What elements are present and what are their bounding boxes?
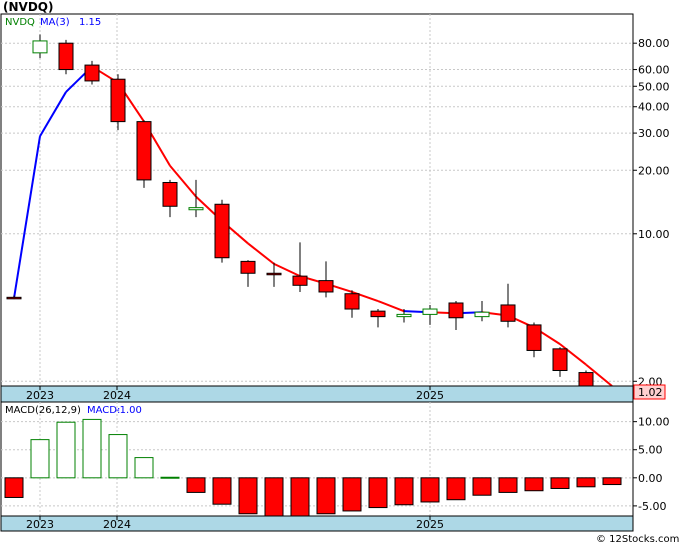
- candle-body-6: [162, 181, 178, 207]
- macd-bar-1: [30, 439, 50, 479]
- macd-bar-4: [108, 434, 128, 479]
- candle-body-12: [318, 280, 334, 293]
- macd-xaxis-band: [0, 515, 634, 532]
- candle-body-4: [110, 78, 126, 123]
- candle-body-8: [214, 203, 230, 259]
- candle-body-18: [474, 311, 490, 318]
- macd-bar-19: [498, 477, 518, 493]
- macd-bar-12: [316, 477, 336, 515]
- macd-bar-10: [264, 477, 284, 517]
- macd-signal-label: MACD:: [87, 405, 120, 416]
- chart-title: (NVDQ): [3, 0, 53, 14]
- macd-bar-8: [212, 477, 232, 505]
- ma-segment-11: [273, 262, 301, 278]
- candle-body-9: [240, 260, 256, 274]
- candle-body-22: [578, 372, 594, 387]
- ma-segment-7: [169, 165, 197, 198]
- price-ytick-label-5: 20.00: [638, 164, 670, 177]
- price-xaxis-band: [0, 385, 634, 403]
- macd-bar-15: [394, 477, 414, 506]
- macd-ytick-label-0: 10.00: [638, 416, 670, 429]
- candle-body-20: [526, 324, 542, 351]
- macd-bar-9: [238, 477, 258, 515]
- macd-bar-14: [368, 477, 388, 509]
- watermark: © 12Stocks.com: [596, 534, 679, 545]
- candle-body-3: [84, 64, 100, 82]
- macd-ytick-label-3: -5.00: [638, 500, 666, 513]
- macd-bar-17: [446, 477, 466, 501]
- macd-xlabel-1: 2024: [103, 518, 131, 531]
- legend-ma-label: MA(3): [40, 17, 70, 28]
- candle-body-17: [448, 302, 464, 319]
- candle-body-15: [396, 313, 412, 318]
- price-ytick-label-0: 80.00: [638, 37, 670, 50]
- macd-bar-5: [134, 457, 154, 479]
- macd-ytick-label-2: 0.00: [638, 472, 663, 485]
- price-xlabel-0: 2023: [26, 389, 54, 402]
- macd-bar-13: [342, 477, 362, 512]
- macd-xlabel-2: 2025: [416, 518, 444, 531]
- macd-panel: 10.00 5.00 0.00 -5.00 2023 2024 2025: [0, 401, 670, 532]
- ma-segment-15: [377, 300, 405, 313]
- candle-body-1: [32, 40, 48, 54]
- macd-bar-0: [4, 477, 24, 498]
- ma-segment-1: [13, 136, 41, 299]
- macd-xlabel-0: 2023: [26, 518, 54, 531]
- candle-body-5: [136, 121, 152, 181]
- macd-ytick-label-1: 5.00: [638, 444, 663, 457]
- price-panel: 80.0060.0050.0040.0030.0020.0010.002.002…: [0, 13, 670, 403]
- candle-body-19: [500, 304, 516, 322]
- candle-body-11: [292, 275, 308, 286]
- price-ytick-label-4: 30.00: [638, 127, 670, 140]
- last-price-label: 1.02: [638, 386, 663, 399]
- macd-bar-20: [524, 477, 544, 492]
- ma-segment-10: [247, 242, 275, 265]
- macd-title: MACD(26,12,9): [5, 405, 81, 416]
- candle-body-13: [344, 293, 360, 310]
- ma-segment-23: [585, 363, 613, 387]
- macd-bar-7: [186, 477, 206, 493]
- price-ytick-label-6: 10.00: [638, 228, 670, 241]
- last-price-box: [633, 384, 666, 400]
- ma-segment-22: [559, 343, 587, 366]
- candle-body-0: [6, 296, 22, 300]
- macd-bar-6: [160, 476, 180, 479]
- macd-bar-3: [82, 418, 102, 479]
- price-ytick-label-1: 60.00: [638, 64, 670, 77]
- macd-bar-18: [472, 477, 492, 496]
- macd-bar-22: [576, 477, 596, 488]
- candle-body-21: [552, 348, 568, 372]
- candle-body-7: [188, 207, 204, 211]
- price-ytick-label-3: 40.00: [638, 101, 670, 114]
- ma-segment-2: [39, 91, 67, 137]
- macd-bar-23: [602, 477, 622, 486]
- price-xlabel-1: 2024: [103, 389, 131, 402]
- candle-body-2: [58, 42, 74, 71]
- price-ytick-label-2: 50.00: [638, 80, 670, 93]
- legend-symbol: NVDQ: [5, 17, 35, 28]
- legend-ma-value: 1.15: [79, 17, 101, 28]
- macd-bar-16: [420, 477, 440, 503]
- candle-body-14: [370, 310, 386, 318]
- candle-body-10: [266, 272, 282, 276]
- macd-bar-2: [56, 421, 76, 479]
- macd-bar-11: [290, 477, 310, 518]
- candle-body-16: [422, 308, 438, 315]
- macd-signal-value: -1.00: [116, 405, 142, 416]
- price-xlabel-2: 2025: [416, 389, 444, 402]
- macd-bar-21: [550, 477, 570, 489]
